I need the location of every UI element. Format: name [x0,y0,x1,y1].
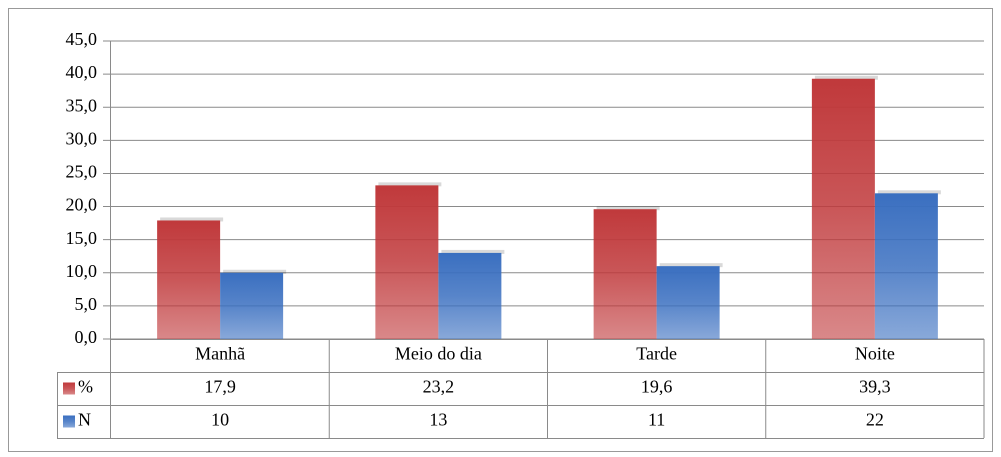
data-table-cell: 22 [866,410,884,430]
data-table-cell: 10 [211,410,229,430]
bar-shadow [378,182,442,187]
bar-shadow [223,269,287,274]
bar [157,220,221,339]
y-tick-label: 20,0 [66,195,98,215]
y-tick-label: 25,0 [66,162,98,182]
y-tick-label: 35,0 [66,95,98,115]
bar [811,78,875,339]
data-table-cell: 19,6 [641,377,673,397]
bar-shadow [441,249,505,254]
x-tick-label: Meio do dia [395,344,482,364]
x-tick-label: Noite [855,344,895,364]
bar [220,272,284,339]
bar-shadow [596,206,660,211]
x-tick-label: Tarde [636,344,677,364]
y-tick-label: 40,0 [66,62,98,82]
bar-shadow [160,217,224,222]
y-tick-label: 10,0 [66,261,98,281]
bar [593,209,657,339]
legend-key [63,382,75,395]
legend-key [63,415,75,428]
bar [375,185,439,339]
legend-label: N [78,410,91,430]
bar-shadow [659,263,723,268]
y-tick-label: 0,0 [75,327,98,347]
y-tick-label: 5,0 [75,294,98,314]
data-table-cell: 17,9 [204,377,236,397]
bar [438,252,502,339]
data-table-cell: 11 [648,410,665,430]
data-table-cell: 13 [429,410,447,430]
y-tick-label: 15,0 [66,228,98,248]
y-tick-label: 45,0 [66,29,98,49]
legend-label: % [78,377,93,397]
data-table-cell: 39,3 [859,377,891,397]
bar-shadow [814,75,878,80]
bar [656,266,720,339]
x-tick-label: Manhã [195,344,245,364]
y-tick-label: 30,0 [66,128,98,148]
bar [874,193,938,339]
data-table-cell: 23,2 [423,377,455,397]
bar-shadow [877,190,941,195]
